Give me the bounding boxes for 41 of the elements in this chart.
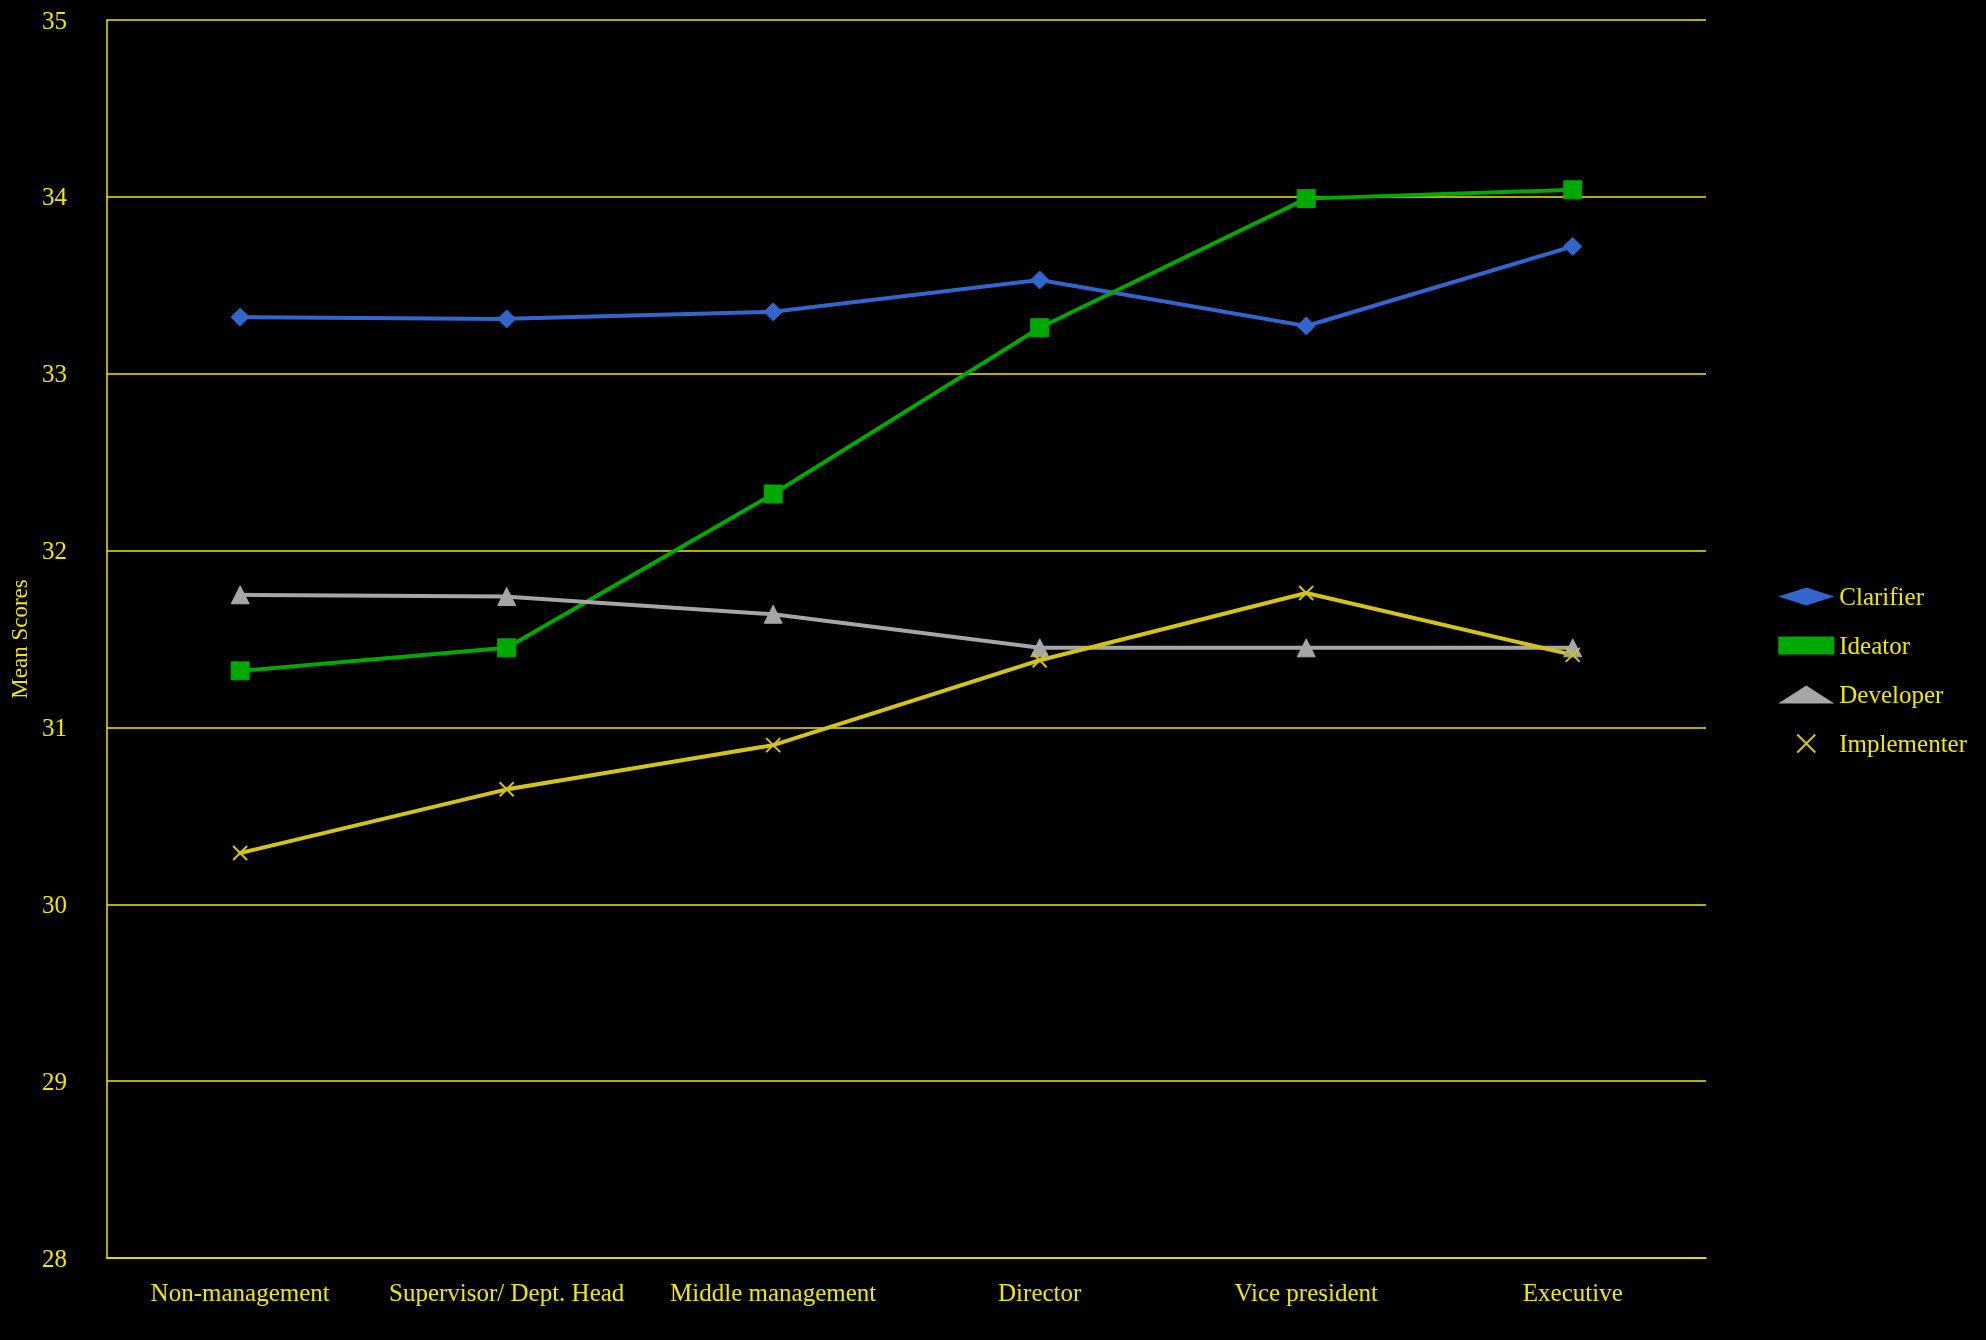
point	[1030, 270, 1050, 290]
y-tick-label: 35	[41, 6, 67, 34]
point	[230, 661, 250, 681]
point	[1298, 585, 1315, 602]
point	[498, 781, 515, 798]
point	[1031, 652, 1048, 669]
x-tick-label: Non-management	[150, 1278, 330, 1306]
legend-label: Clarifier	[1839, 583, 1925, 610]
point	[230, 307, 250, 327]
point	[763, 302, 783, 322]
point	[497, 309, 517, 329]
point	[1296, 189, 1316, 209]
legend-label: Implementer	[1839, 730, 1968, 757]
point	[763, 604, 783, 624]
x-tick-label: Vice president	[1234, 1278, 1379, 1306]
point	[765, 737, 782, 754]
point	[1563, 236, 1583, 256]
y-tick-label: 31	[41, 713, 67, 741]
legend-label: Developer	[1839, 681, 1945, 708]
x-tick-label: Middle management	[670, 1278, 877, 1306]
point	[1564, 646, 1581, 663]
point	[232, 845, 249, 861]
x-tick-label: Supervisor/ Dept. Head	[388, 1278, 625, 1306]
y-tick-label: 34	[41, 183, 68, 211]
y-axis-title: Mean Scores	[7, 579, 32, 699]
point	[1030, 318, 1050, 338]
point	[497, 638, 517, 658]
point	[1296, 638, 1316, 658]
y-tick-label: 30	[41, 890, 67, 918]
point	[763, 484, 783, 504]
point	[1563, 180, 1583, 200]
y-tick-label: 32	[41, 537, 67, 565]
point	[1296, 316, 1316, 336]
point	[230, 585, 250, 605]
x-tick-label: Director	[998, 1278, 1083, 1306]
point	[497, 587, 517, 607]
legend-label: Ideator	[1839, 632, 1911, 659]
y-tick-label: 33	[41, 360, 67, 388]
x-tick-label: Executive	[1522, 1278, 1623, 1306]
y-tick-label: 28	[41, 1244, 67, 1272]
y-tick-label: 29	[41, 1067, 67, 1095]
